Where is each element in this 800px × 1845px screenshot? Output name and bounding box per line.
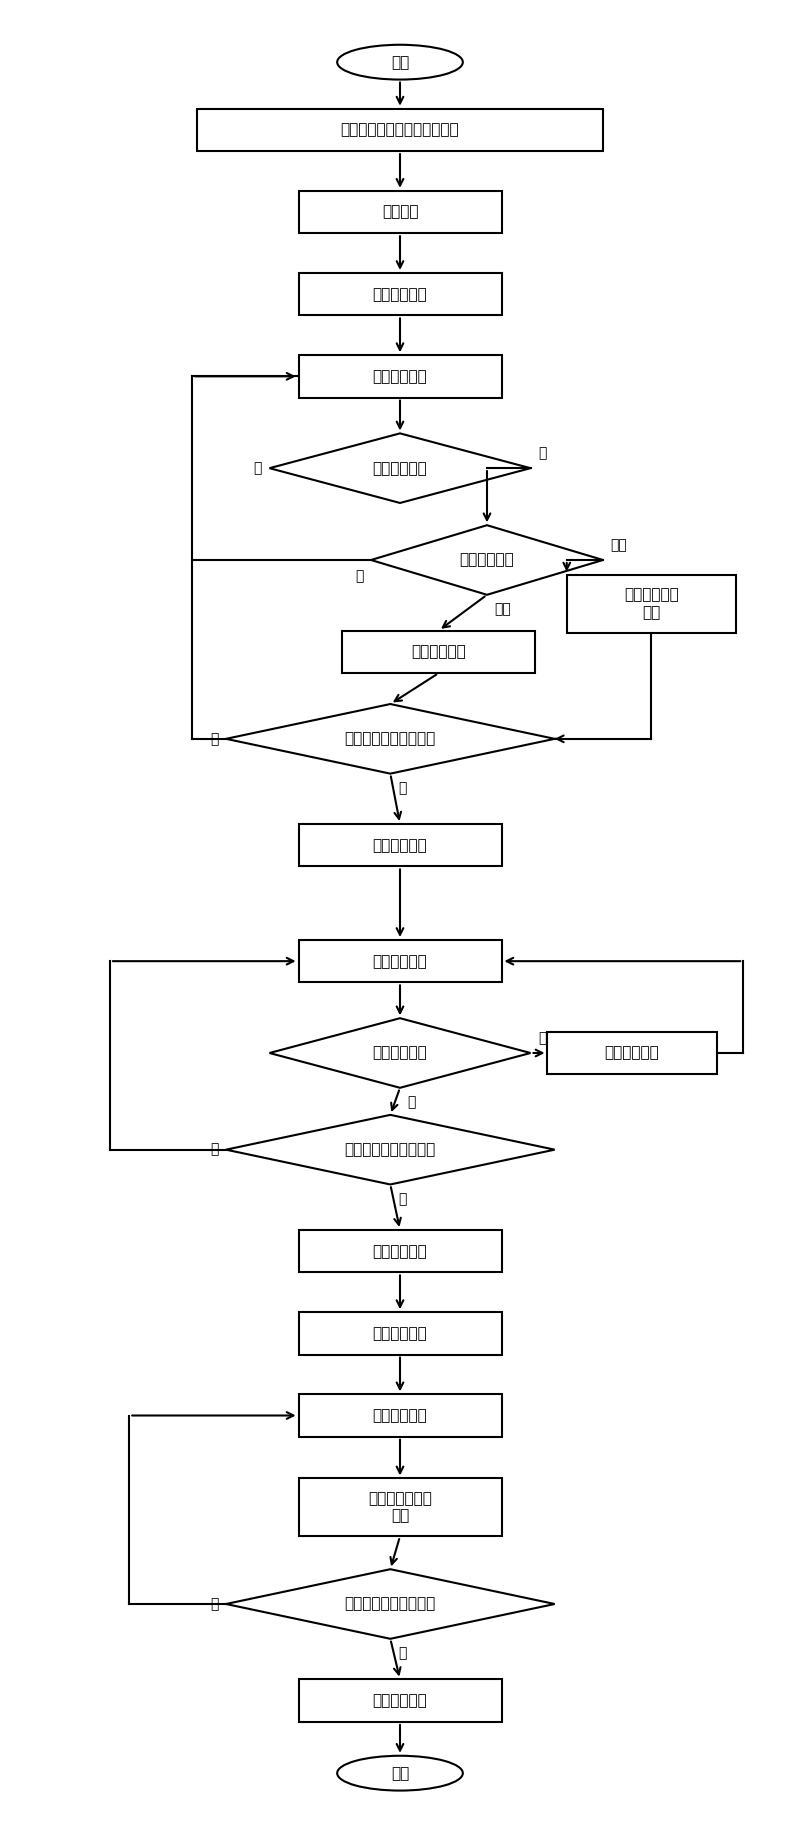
Bar [298,1395,502,1437]
Text: 结束: 结束 [391,1766,409,1780]
Bar [298,825,502,867]
Text: 是: 是 [538,1031,546,1046]
Text: 成功: 成功 [494,603,511,616]
Text: 否: 否 [254,461,262,476]
Text: 发送响应分组: 发送响应分组 [373,838,427,852]
Bar [298,354,502,399]
Text: 处理建链分组: 处理建链分组 [411,644,466,659]
Ellipse shape [337,44,463,79]
Text: 响应分组到达目的节点: 响应分组到达目的节点 [345,1142,436,1157]
Text: 否: 否 [210,1142,218,1157]
Polygon shape [226,705,554,773]
Ellipse shape [337,1756,463,1790]
Text: 输出端口占用: 输出端口占用 [373,461,427,476]
Text: 传输拆链分组: 传输拆链分组 [373,1408,427,1422]
Bar [298,1231,502,1273]
Text: 确定参数: 确定参数 [382,205,418,220]
Polygon shape [371,526,603,594]
Text: 否: 否 [210,732,218,745]
Bar [298,1478,502,1537]
Polygon shape [270,1018,530,1089]
Bar [566,574,736,633]
Bar [298,1312,502,1354]
Text: 发送拆链分组: 发送拆链分组 [373,1327,427,1341]
Text: 否: 否 [355,570,363,583]
Bar [298,1679,502,1721]
Text: 否: 否 [408,1096,416,1109]
Bar [342,631,535,673]
Text: 发送建链分组: 发送建链分组 [373,286,427,303]
Text: 等待波长释放: 等待波长释放 [605,1046,659,1061]
Text: 失败: 失败 [610,539,627,552]
Text: 传输建链分组: 传输建链分组 [373,369,427,384]
Text: 建链分组到达目的节点: 建链分组到达目的节点 [345,731,436,747]
Text: 传输响应分组: 传输响应分组 [373,954,427,969]
Bar [547,1031,717,1074]
Polygon shape [270,434,530,504]
Bar [298,190,502,232]
Bar [298,273,502,315]
Bar [298,939,502,982]
Text: 是: 是 [398,782,406,795]
Text: 建立光传输网络；建立坐标系: 建立光传输网络；建立坐标系 [341,122,459,137]
Bar [197,109,603,151]
Text: 开始: 开始 [391,55,409,70]
Text: 解锁端口或释放
波长: 解锁端口或释放 波长 [368,1491,432,1524]
Text: 通信波长占用: 通信波长占用 [373,1046,427,1061]
Text: 拆链分组到达目的节点: 拆链分组到达目的节点 [345,1596,436,1611]
Text: 是: 是 [398,1192,406,1207]
Text: 是: 是 [398,1646,406,1660]
Text: 等待输出端口
解锁: 等待输出端口 解锁 [624,587,678,620]
Text: 是: 是 [538,446,546,461]
Polygon shape [226,1114,554,1184]
Text: 路径共享判定: 路径共享判定 [460,552,514,568]
Text: 销毁拆链分组: 销毁拆链分组 [373,1694,427,1708]
Text: 否: 否 [210,1598,218,1611]
Polygon shape [226,1570,554,1638]
Text: 发送数据分组: 发送数据分组 [373,1244,427,1258]
